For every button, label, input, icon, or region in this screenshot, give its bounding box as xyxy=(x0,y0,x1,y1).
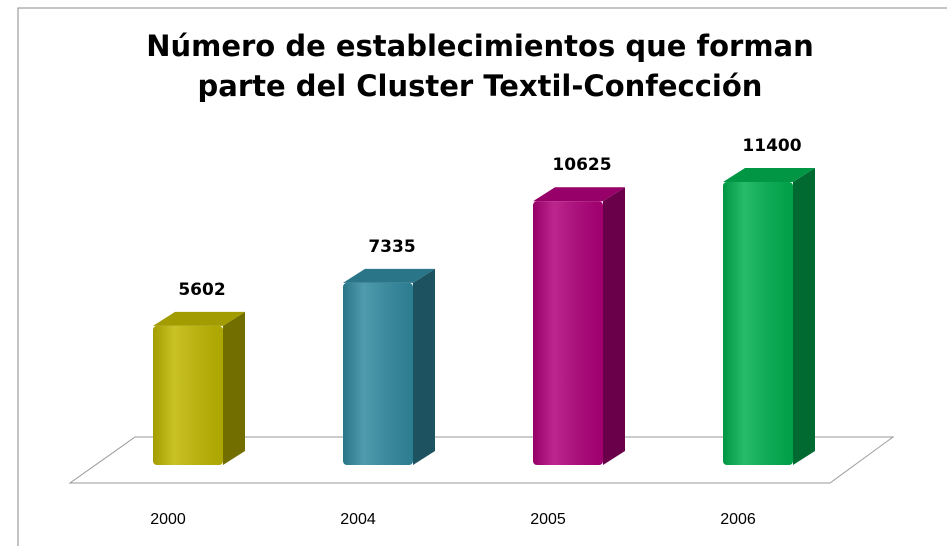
bar-shine xyxy=(533,201,603,466)
bar-side xyxy=(223,311,245,465)
bar-top xyxy=(723,168,815,182)
bar-shine xyxy=(153,325,223,465)
bar-shine xyxy=(343,282,413,465)
bar-shine xyxy=(723,182,793,465)
x-tick-label: 2005 xyxy=(530,511,566,528)
x-tick-label: 2004 xyxy=(340,511,376,528)
value-label: 10625 xyxy=(552,155,611,175)
bar-top xyxy=(153,311,245,326)
value-label: 7335 xyxy=(368,237,415,257)
bar-side xyxy=(413,268,435,465)
value-label: 5602 xyxy=(178,280,225,300)
bar-top xyxy=(343,268,435,283)
x-tick-label: 2006 xyxy=(720,511,756,528)
floor xyxy=(68,436,895,484)
bar-side xyxy=(793,168,815,465)
bar-side xyxy=(603,187,625,466)
bar-top xyxy=(533,187,625,202)
chart-title: parte del Cluster Textil-Confección xyxy=(198,69,763,103)
chart-title: Número de establecimientos que forman xyxy=(146,29,814,63)
x-tick-label: 2000 xyxy=(150,511,186,528)
value-label: 11400 xyxy=(742,136,801,156)
